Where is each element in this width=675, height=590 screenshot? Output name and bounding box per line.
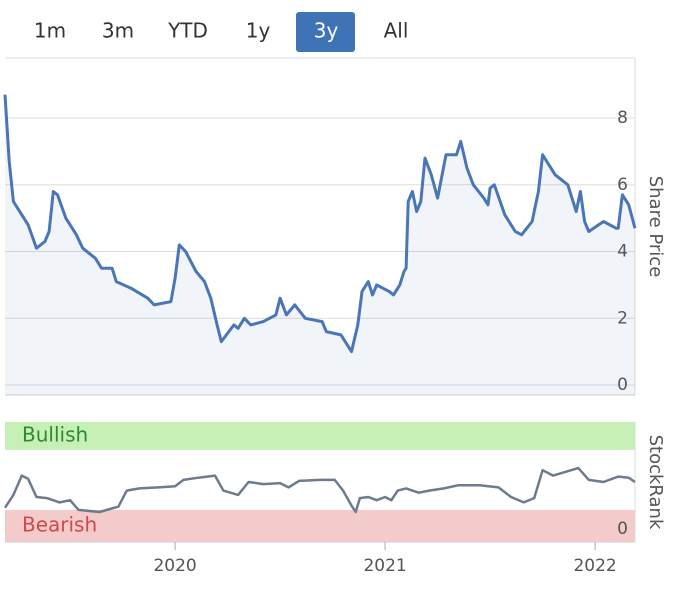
band-label: Bearish — [22, 512, 97, 536]
range-button[interactable]: 1m — [34, 19, 66, 43]
band — [5, 422, 635, 450]
band — [5, 509, 635, 542]
band-label: Bullish — [22, 422, 88, 446]
y-tick-label: 0 — [617, 519, 628, 539]
range-button[interactable]: 3m — [102, 19, 134, 43]
y-tick-label: 2 — [617, 308, 628, 328]
line — [3, 466, 636, 514]
y-axis-title: StockRank — [645, 435, 666, 530]
range-button[interactable]: YTD — [167, 19, 208, 43]
y-tick-label: 6 — [617, 175, 628, 195]
line — [3, 94, 637, 354]
active-button-bg — [296, 12, 355, 52]
y-tick-label: 4 — [617, 242, 628, 262]
y-tick-label: 8 — [617, 108, 628, 128]
range-button[interactable]: 1y — [246, 19, 271, 43]
y-tick-label: 0 — [617, 375, 628, 395]
x-tick-label: 2020 — [153, 556, 196, 576]
x-tick-label: 2022 — [573, 556, 616, 576]
x-tick-label: 2021 — [363, 556, 406, 576]
area — [5, 94, 635, 395]
range-button[interactable]: All — [384, 19, 409, 43]
y-axis-title: Share Price — [645, 176, 666, 278]
range-button[interactable]: 3y — [314, 19, 339, 43]
